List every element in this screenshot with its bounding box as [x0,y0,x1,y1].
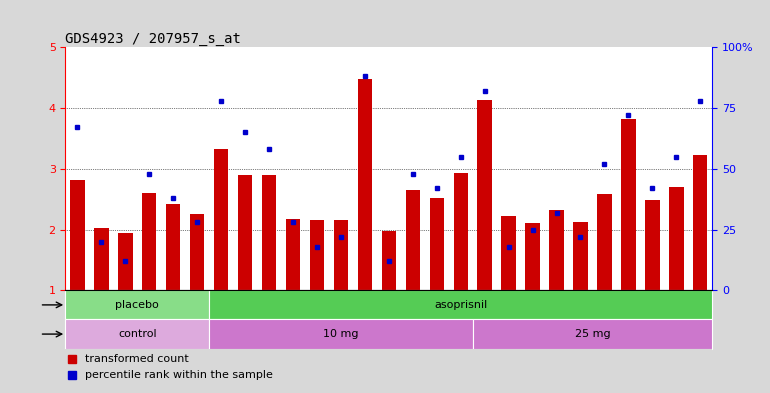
Text: transformed count: transformed count [85,354,189,364]
Bar [310,220,324,290]
Bar [525,224,540,290]
Text: asoprisnil: asoprisnil [434,300,487,310]
Text: 25 mg: 25 mg [574,329,611,339]
Bar [382,231,396,290]
Bar [430,198,444,290]
Bar [214,149,229,290]
Text: 10 mg: 10 mg [323,329,359,339]
Bar [166,204,180,290]
Bar [190,214,204,290]
Bar [70,180,85,290]
Bar [693,155,708,290]
Bar [209,290,712,320]
Text: placebo: placebo [116,300,159,310]
Text: control: control [118,329,156,339]
Bar [65,290,209,320]
Text: GDS4923 / 207957_s_at: GDS4923 / 207957_s_at [65,32,241,46]
Bar [358,79,372,290]
Bar [669,187,684,290]
Bar [473,320,712,349]
Bar [501,216,516,290]
Bar [286,219,300,290]
Bar [549,210,564,290]
Bar [598,194,611,290]
Bar [65,320,209,349]
Bar [574,222,588,290]
Bar [477,100,492,290]
Bar [621,119,635,290]
Bar [333,220,348,290]
Bar [454,173,468,290]
Bar [645,200,660,290]
Text: percentile rank within the sample: percentile rank within the sample [85,370,273,380]
Bar [209,320,473,349]
Bar [142,193,156,290]
Bar [262,175,276,290]
Bar [406,190,420,290]
Bar [94,228,109,290]
Bar [238,175,253,290]
Bar [118,233,132,290]
